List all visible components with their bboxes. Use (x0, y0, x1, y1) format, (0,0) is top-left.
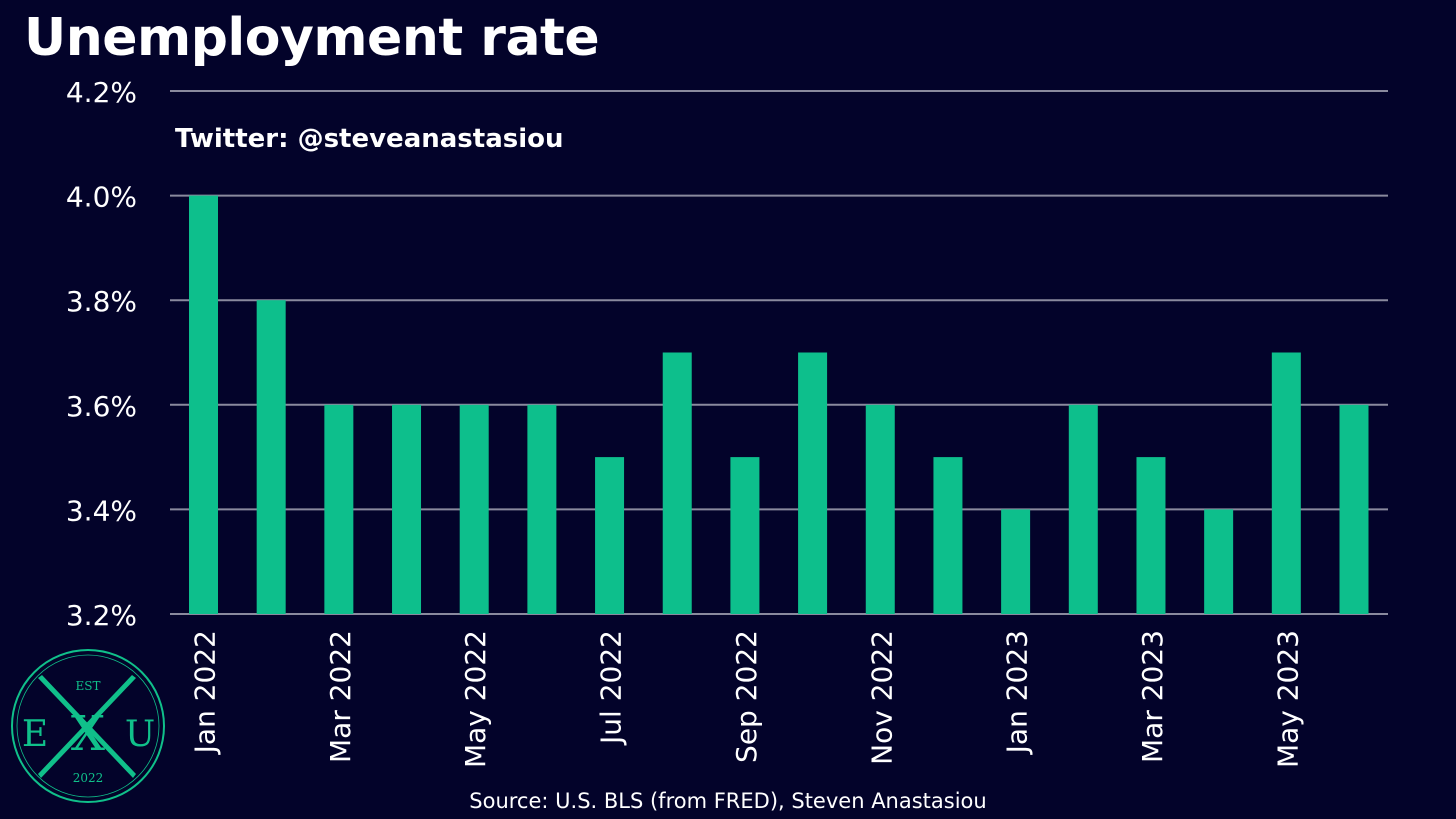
y-tick-label: 3.4% (66, 494, 137, 527)
y-tick-label: 4.2% (66, 76, 137, 109)
source-caption: Source: U.S. BLS (from FRED), Steven Ana… (469, 789, 987, 813)
logo-ring (11, 649, 165, 803)
y-tick-label: 3.8% (66, 285, 137, 318)
logo-sword-right (38, 675, 136, 778)
logo-letter-e: E (22, 714, 48, 755)
twitter-watermark: Twitter: @steveanastasiou (175, 124, 564, 154)
chart-title: Unemployment rate (24, 8, 600, 68)
bar (1204, 509, 1234, 614)
x-tick-label: Jan 2023 (1001, 630, 1034, 755)
y-tick-label: 3.6% (66, 390, 137, 423)
y-tick-label: 4.0% (66, 181, 137, 214)
bar (1001, 509, 1031, 614)
gridlines (170, 90, 1388, 615)
bar (459, 404, 489, 614)
bar (730, 457, 760, 614)
bar (392, 404, 422, 614)
bar (1271, 352, 1301, 614)
bar (798, 352, 828, 614)
bar (595, 457, 625, 614)
logo-letter-x: X (71, 706, 105, 762)
bar (189, 195, 218, 614)
bar (256, 300, 286, 614)
x-tick-label: Nov 2022 (865, 630, 898, 765)
bar (1339, 404, 1369, 614)
x-tick-label: Sep 2022 (730, 630, 763, 763)
x-axis-ticks: Jan 2022 Mar 2022 May 2022 Jul 2022 Sep 2022… (189, 630, 1305, 768)
x-tick-label: Mar 2023 (1136, 630, 1169, 763)
x-tick-label: Mar 2022 (324, 630, 357, 763)
exu-logo: EST E X U 2022 (11, 649, 165, 803)
logo-year-text: 2022 (73, 771, 104, 785)
logo-inner-ring (16, 654, 160, 798)
x-tick-label: May 2022 (459, 630, 492, 768)
logo-letter-u: U (125, 714, 155, 755)
bars (189, 195, 1369, 614)
bar (324, 404, 354, 614)
bar (527, 404, 557, 614)
x-tick-label: May 2023 (1271, 630, 1304, 768)
bar (1136, 457, 1166, 614)
x-tick-label: Jul 2022 (595, 630, 628, 746)
y-tick-label: 3.2% (66, 599, 137, 632)
bar (662, 352, 692, 614)
bar (1068, 404, 1098, 614)
bar (865, 404, 895, 614)
logo-est-text: EST (76, 679, 101, 693)
x-tick-label: Jan 2022 (189, 630, 222, 755)
y-axis-ticks: 3.2% 3.4% 3.6% 3.8% 4.0% 4.2% (66, 76, 137, 632)
bar (933, 457, 963, 614)
